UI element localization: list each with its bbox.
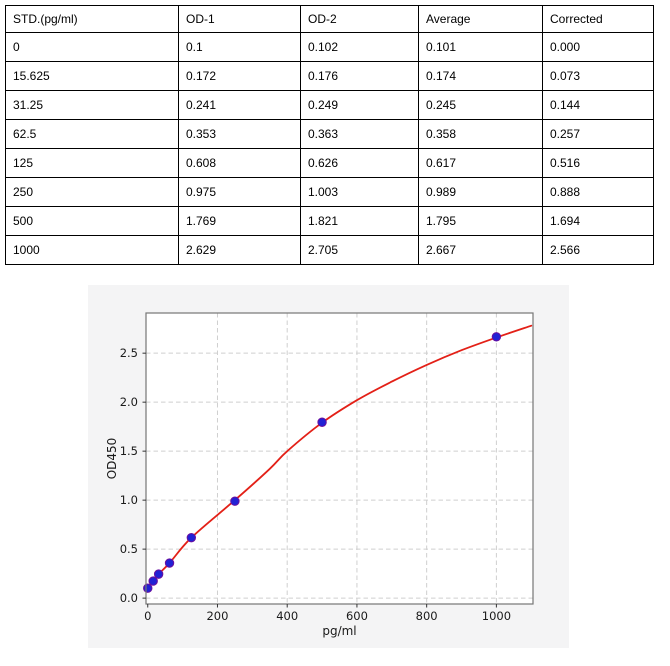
- y-tick-label: 1.0: [120, 493, 138, 507]
- table-cell: 0.257: [542, 119, 654, 149]
- table-cell: 0.626: [300, 148, 419, 178]
- table-row: 1000 2.629 2.705 2.667 2.566: [5, 235, 654, 265]
- table-cell: 0.102: [300, 32, 419, 62]
- table-cell: 0.176: [300, 61, 419, 91]
- table-cell: 1.795: [418, 206, 543, 236]
- y-tick-label: 2.0: [120, 395, 138, 409]
- standard-curve-figure: 0 200 400 600 800 1000 0.0 0.5 1.0 1.5 2.0 2.5 pg/ml…: [88, 285, 569, 648]
- y-tick-label: 0.5: [120, 542, 138, 556]
- x-tick-label: 800: [416, 609, 438, 623]
- x-axis-label: pg/ml: [322, 624, 356, 638]
- y-tick-label: 2.5: [120, 346, 138, 360]
- data-point-marker: [491, 332, 502, 342]
- table-row: 500 1.769 1.821 1.795 1.694: [5, 206, 654, 236]
- table-cell: 2.667: [418, 235, 543, 265]
- x-tick-label: 0: [144, 609, 151, 623]
- table-row: 62.5 0.353 0.363 0.358 0.257: [5, 119, 654, 149]
- table-cell: 62.5: [5, 119, 179, 149]
- table-row: 15.625 0.172 0.176 0.174 0.073: [5, 61, 654, 91]
- table-cell: 0.144: [542, 90, 654, 120]
- data-point-marker: [148, 576, 158, 586]
- x-tick-label: 1000: [482, 609, 511, 623]
- table-cell: 250: [5, 177, 179, 207]
- table-cell: 0.888: [542, 177, 654, 207]
- table-cell: 1.769: [178, 206, 301, 236]
- table-cell: 0.174: [418, 61, 543, 91]
- table-cell: 0.516: [542, 148, 654, 178]
- table-cell: 0.241: [178, 90, 301, 120]
- table-cell: 0.101: [418, 32, 543, 62]
- col-header-od1: OD-1: [178, 5, 301, 33]
- plot-background: [146, 313, 533, 604]
- data-point-marker: [164, 558, 175, 568]
- table-cell: 0.353: [178, 119, 301, 149]
- table-cell: 0.975: [178, 177, 301, 207]
- col-header-od2: OD-2: [300, 5, 419, 33]
- table-cell: 0.073: [542, 61, 654, 91]
- table-cell: 2.705: [300, 235, 419, 265]
- table-cell: 1000: [5, 235, 179, 265]
- data-point-marker: [153, 569, 164, 579]
- table-cell: 0.363: [300, 119, 419, 149]
- x-tick-label: 400: [276, 609, 298, 623]
- standard-curve-chart: 0 200 400 600 800 1000 0.0 0.5 1.0 1.5 2.0 2.5 pg/ml…: [88, 285, 569, 648]
- table-cell: 1.003: [300, 177, 419, 207]
- data-point-marker: [230, 496, 240, 506]
- table-cell: 0.617: [418, 148, 543, 178]
- table-row: 31.25 0.241 0.249 0.245 0.144: [5, 90, 654, 120]
- standards-table: STD.(pg/ml) OD-1 OD-2 Average Corrected …: [5, 5, 654, 265]
- table-cell: 0.1: [178, 32, 301, 62]
- table-row: 125 0.608 0.626 0.617 0.516: [5, 148, 654, 178]
- x-tick-label: 600: [346, 609, 368, 623]
- y-tick-label: 1.5: [120, 444, 138, 458]
- col-header-corrected: Corrected: [542, 5, 654, 33]
- table-cell: 0.358: [418, 119, 543, 149]
- table-cell: 2.629: [178, 235, 301, 265]
- data-point-marker: [143, 583, 153, 593]
- table-cell: 2.566: [542, 235, 654, 265]
- table-cell: 0.608: [178, 148, 301, 178]
- table-cell: 125: [5, 148, 179, 178]
- table-cell: 15.625: [5, 61, 179, 91]
- col-header-average: Average: [418, 5, 543, 33]
- table-cell: 0.245: [418, 90, 543, 120]
- x-tick-label: 200: [206, 609, 228, 623]
- col-header-std: STD.(pg/ml): [5, 5, 179, 33]
- table-cell: 0.172: [178, 61, 301, 91]
- table-cell: 0.000: [542, 32, 654, 62]
- data-point-marker: [317, 417, 327, 427]
- table-cell: 31.25: [5, 90, 179, 120]
- y-axis-label: OD450: [105, 438, 119, 480]
- table-header-row: STD.(pg/ml) OD-1 OD-2 Average Corrected: [5, 5, 654, 33]
- table-cell: 0: [5, 32, 179, 62]
- table-cell: 500: [5, 206, 179, 236]
- table-row: 0 0.1 0.102 0.101 0.000: [5, 32, 654, 62]
- table-cell: 1.821: [300, 206, 419, 236]
- table-cell: 0.989: [418, 177, 543, 207]
- data-point-marker: [186, 532, 197, 543]
- plot-spines: [145, 312, 534, 605]
- table-cell: 0.249: [300, 90, 419, 120]
- table-row: 250 0.975 1.003 0.989 0.888: [5, 177, 654, 207]
- table-cell: 1.694: [542, 206, 654, 236]
- y-tick-label: 0.0: [120, 591, 138, 605]
